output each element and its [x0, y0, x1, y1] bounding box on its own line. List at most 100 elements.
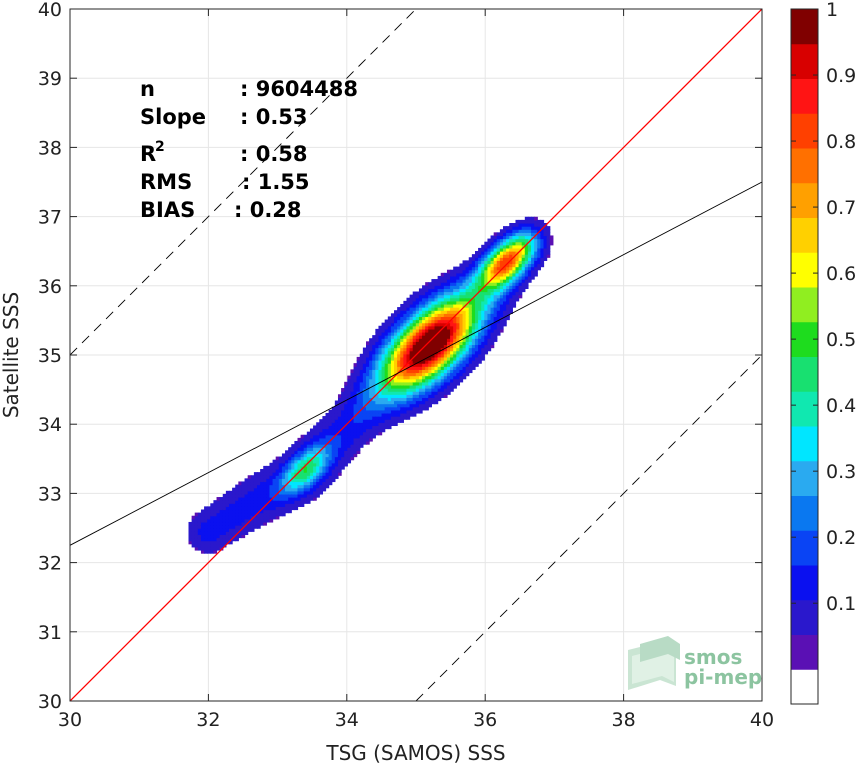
density-cell	[394, 338, 398, 342]
density-cell	[428, 341, 432, 346]
density-cell	[490, 282, 495, 286]
density-cell	[244, 506, 249, 511]
density-cell	[478, 279, 482, 283]
density-cell	[306, 475, 311, 479]
density-cell	[397, 319, 401, 324]
density-cell	[437, 297, 442, 302]
density-cell	[446, 282, 451, 286]
density-cell	[474, 269, 479, 274]
density-cell	[281, 503, 286, 507]
density-cell	[515, 275, 520, 280]
density-cell	[437, 279, 442, 283]
density-cell	[437, 356, 442, 361]
density-cell	[347, 403, 352, 408]
colorbar-segment	[791, 43, 818, 79]
density-cell	[257, 481, 261, 486]
density-cell	[418, 381, 423, 386]
density-cell	[285, 478, 289, 483]
density-cell	[188, 540, 193, 545]
density-cell	[331, 456, 336, 461]
density-cell	[250, 506, 255, 511]
y-tick-label: 36	[38, 276, 62, 298]
density-cell	[509, 291, 513, 296]
density-cell	[543, 232, 548, 237]
density-cell	[366, 431, 370, 436]
density-cell	[531, 232, 535, 237]
density-cell	[381, 375, 386, 380]
density-cell	[250, 475, 255, 479]
density-cell	[403, 378, 408, 383]
density-cell	[437, 378, 442, 383]
density-cell	[524, 223, 529, 227]
density-cell	[434, 300, 439, 305]
density-cell	[309, 453, 314, 458]
density-cell	[415, 391, 420, 395]
density-cell	[496, 263, 501, 268]
density-cell	[459, 310, 464, 314]
density-cell	[400, 419, 404, 423]
density-cell	[450, 381, 454, 386]
density-cell	[496, 310, 501, 314]
density-cell	[194, 540, 199, 545]
density-cell	[384, 412, 389, 417]
density-cell	[381, 391, 386, 395]
density-cell	[334, 447, 339, 451]
density-cell	[337, 403, 342, 408]
density-cell	[244, 478, 249, 483]
density-cell	[540, 229, 545, 233]
density-cell	[328, 462, 333, 467]
density-cell	[437, 375, 442, 380]
density-cell	[437, 347, 442, 352]
density-cell	[422, 294, 426, 299]
density-cell	[496, 328, 501, 333]
density-cell	[297, 459, 302, 464]
density-cell	[418, 325, 423, 330]
density-cell	[456, 307, 461, 311]
density-cell	[288, 447, 292, 451]
density-cell	[387, 360, 392, 364]
density-cell	[474, 328, 479, 333]
density-cell	[509, 241, 513, 246]
density-cell	[400, 303, 404, 308]
density-cell	[506, 297, 510, 302]
density-cell	[369, 400, 373, 405]
density-cell	[387, 344, 392, 349]
density-cell	[263, 506, 267, 511]
density-cell	[431, 381, 436, 386]
density-cell	[331, 475, 336, 479]
density-cell	[347, 388, 352, 392]
density-cell	[465, 328, 470, 333]
density-cell	[337, 419, 342, 423]
density-cell	[300, 493, 305, 498]
density-cell	[366, 344, 370, 349]
density-cell	[531, 254, 535, 258]
density-cell	[353, 391, 358, 395]
density-cell	[518, 263, 523, 268]
density-cell	[425, 403, 429, 408]
density-cell	[328, 416, 333, 420]
density-cell	[443, 347, 448, 352]
density-cell	[403, 313, 408, 318]
density-cell	[272, 484, 277, 489]
density-cell	[257, 484, 261, 489]
density-cell	[422, 303, 426, 308]
density-cell	[434, 344, 439, 349]
density-cell	[344, 400, 348, 405]
density-cell	[462, 353, 467, 358]
density-cell	[322, 478, 327, 483]
density-cell	[418, 313, 423, 318]
density-cell	[272, 465, 277, 470]
density-cell	[409, 307, 414, 311]
density-cell	[453, 360, 457, 364]
density-cell	[437, 335, 442, 339]
density-cell	[490, 260, 495, 265]
density-cell	[503, 232, 507, 237]
density-cell	[437, 372, 442, 377]
density-cell	[403, 375, 408, 380]
density-cell	[247, 509, 252, 514]
density-cell	[474, 260, 479, 265]
density-cell	[462, 319, 467, 324]
density-cell	[531, 275, 535, 280]
density-cell	[412, 341, 417, 346]
density-cell	[493, 257, 498, 261]
